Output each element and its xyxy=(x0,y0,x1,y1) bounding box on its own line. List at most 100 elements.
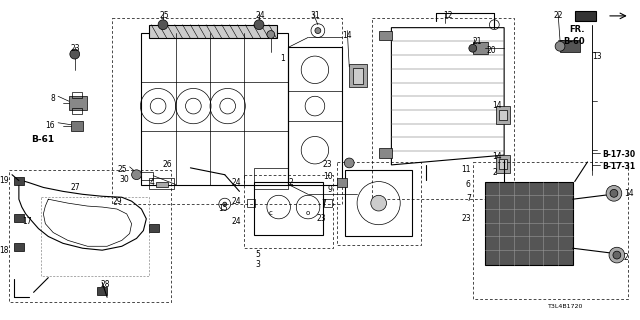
Bar xyxy=(149,25,276,38)
Text: 10: 10 xyxy=(323,172,333,181)
Text: o: o xyxy=(306,210,310,216)
Text: 7: 7 xyxy=(466,194,471,203)
Circle shape xyxy=(223,202,227,206)
Circle shape xyxy=(555,41,565,51)
Bar xyxy=(379,148,392,158)
Bar xyxy=(353,68,363,84)
Text: B-17-31: B-17-31 xyxy=(602,162,636,171)
Bar xyxy=(346,170,412,236)
Bar xyxy=(72,92,82,98)
Bar xyxy=(349,64,367,87)
Text: 4: 4 xyxy=(149,178,154,187)
Text: 6: 6 xyxy=(466,180,471,188)
Bar xyxy=(496,155,510,173)
Text: 21: 21 xyxy=(473,37,483,46)
Bar xyxy=(324,199,332,207)
Bar xyxy=(247,199,255,207)
Text: 18: 18 xyxy=(0,246,9,255)
Bar xyxy=(156,181,168,188)
Circle shape xyxy=(254,20,264,30)
Bar xyxy=(69,96,86,110)
Text: 25: 25 xyxy=(117,165,127,174)
Text: 29: 29 xyxy=(112,197,122,206)
Bar xyxy=(244,175,333,248)
Bar xyxy=(141,33,289,185)
Text: 24: 24 xyxy=(232,217,241,226)
Text: 31: 31 xyxy=(310,11,319,20)
Circle shape xyxy=(606,186,622,201)
Circle shape xyxy=(132,170,141,180)
Text: 26: 26 xyxy=(163,160,173,169)
Text: 23: 23 xyxy=(323,160,333,169)
Text: 13: 13 xyxy=(593,52,602,61)
Bar xyxy=(484,181,573,265)
Bar xyxy=(254,168,289,189)
Bar xyxy=(372,18,514,199)
Text: FR.: FR. xyxy=(569,25,584,34)
Text: 24: 24 xyxy=(232,178,241,187)
Text: 23: 23 xyxy=(71,44,81,53)
Text: 9: 9 xyxy=(328,185,333,194)
Text: 25: 25 xyxy=(159,11,169,20)
Bar xyxy=(499,159,507,169)
Bar xyxy=(337,162,421,245)
Text: B-61: B-61 xyxy=(31,135,55,145)
Text: 14: 14 xyxy=(492,152,502,161)
Text: 15: 15 xyxy=(218,204,227,213)
Text: 14: 14 xyxy=(492,101,502,110)
Circle shape xyxy=(344,158,354,168)
Bar xyxy=(14,177,24,185)
Bar xyxy=(141,172,153,180)
Circle shape xyxy=(613,251,621,259)
Text: 17: 17 xyxy=(22,217,31,226)
Text: 23: 23 xyxy=(461,214,471,223)
Text: 20: 20 xyxy=(486,46,496,55)
Text: 2: 2 xyxy=(492,168,497,177)
Circle shape xyxy=(609,247,625,263)
Bar xyxy=(112,18,342,204)
Text: 7: 7 xyxy=(321,199,326,208)
Bar xyxy=(14,214,24,222)
Text: 19: 19 xyxy=(0,176,9,185)
Text: 8: 8 xyxy=(51,94,55,103)
Bar xyxy=(97,287,107,295)
Bar xyxy=(337,178,348,188)
Text: c: c xyxy=(269,210,273,216)
Bar xyxy=(496,106,510,124)
Circle shape xyxy=(371,195,387,211)
Bar xyxy=(149,224,159,232)
Text: 27: 27 xyxy=(71,182,81,192)
Text: 11: 11 xyxy=(461,165,471,174)
Circle shape xyxy=(610,189,618,197)
Bar xyxy=(149,178,174,189)
Bar xyxy=(14,243,24,251)
Bar xyxy=(473,42,488,54)
Bar xyxy=(575,11,596,21)
Text: 12: 12 xyxy=(444,11,453,20)
Bar xyxy=(9,170,171,302)
Text: 1: 1 xyxy=(280,54,285,63)
Bar xyxy=(71,121,83,131)
Circle shape xyxy=(70,49,79,59)
Bar xyxy=(499,110,507,120)
Text: 14: 14 xyxy=(342,31,352,40)
Text: B-60: B-60 xyxy=(563,37,584,46)
Bar xyxy=(379,31,392,40)
Text: 22: 22 xyxy=(553,11,563,20)
Text: T3L4B1720: T3L4B1720 xyxy=(548,304,584,309)
Text: B-17-30: B-17-30 xyxy=(602,150,636,159)
Bar xyxy=(72,108,82,114)
Text: 14: 14 xyxy=(624,189,634,198)
Circle shape xyxy=(469,44,477,52)
Circle shape xyxy=(315,28,321,34)
Text: 5: 5 xyxy=(255,250,260,259)
Text: 2: 2 xyxy=(624,253,628,262)
Bar xyxy=(42,197,149,276)
Text: 23: 23 xyxy=(316,214,326,223)
Text: 30: 30 xyxy=(120,175,130,184)
Bar xyxy=(254,181,323,236)
Circle shape xyxy=(158,20,168,30)
Circle shape xyxy=(267,31,275,38)
Text: 28: 28 xyxy=(100,280,109,289)
Text: 24: 24 xyxy=(255,11,265,20)
